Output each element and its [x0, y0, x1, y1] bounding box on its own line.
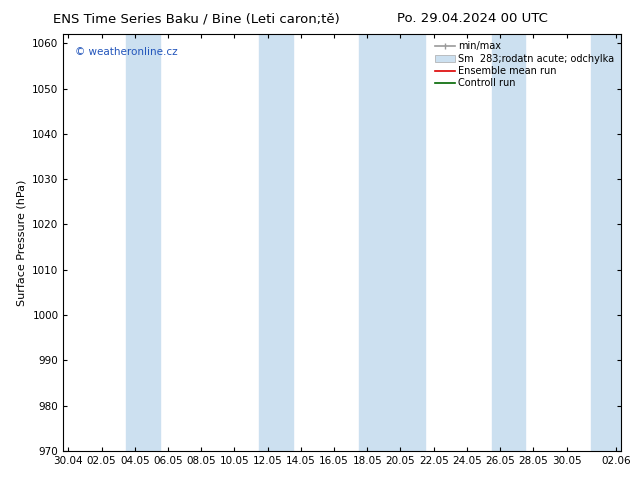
Bar — [359, 34, 425, 451]
Bar — [259, 34, 292, 451]
Bar — [592, 34, 630, 451]
Bar — [492, 34, 525, 451]
Y-axis label: Surface Pressure (hPa): Surface Pressure (hPa) — [16, 179, 27, 306]
Text: Po. 29.04.2024 00 UTC: Po. 29.04.2024 00 UTC — [397, 12, 548, 25]
Text: © weatheronline.cz: © weatheronline.cz — [75, 47, 177, 57]
Bar — [127, 34, 160, 451]
Text: ENS Time Series Baku / Bine (Leti caron;tě): ENS Time Series Baku / Bine (Leti caron;… — [53, 12, 340, 25]
Legend: min/max, Sm  283;rodatn acute; odchylka, Ensemble mean run, Controll run: min/max, Sm 283;rodatn acute; odchylka, … — [433, 39, 616, 90]
